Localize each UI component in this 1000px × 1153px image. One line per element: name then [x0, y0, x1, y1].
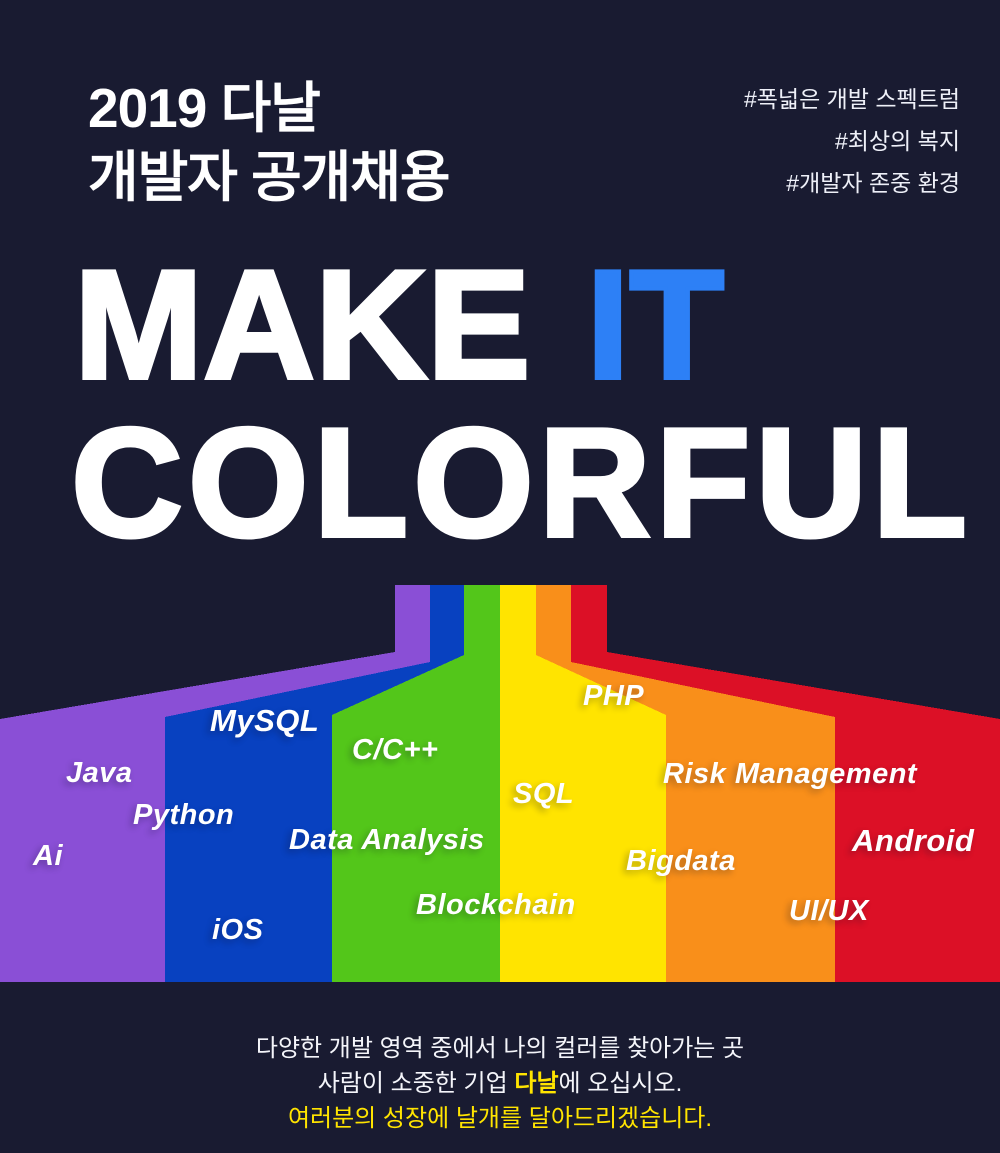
footer-line2: 사람이 소중한 기업 다날에 오십시오.	[0, 1066, 1000, 1101]
band-orange	[536, 585, 835, 982]
hashtag-item: #폭넓은 개발 스펙트럼	[743, 86, 960, 112]
poster-title: 2019 다날 개발자 공개채용	[88, 74, 450, 212]
hashtag-item: #최상의 복지	[835, 128, 960, 154]
band-red	[571, 585, 1000, 982]
poster-title-line1: 2019 다날	[88, 77, 321, 139]
headline-line1: MAKE IT	[72, 245, 726, 404]
brand-name: 다날	[514, 1070, 559, 1097]
footer-message: 다양한 개발 영역 중에서 나의 컬러를 찾아가는 곳 사람이 소중한 기업 다…	[0, 1031, 1000, 1136]
poster-title-line2: 개발자 공개채용	[88, 146, 450, 208]
headline-word-it: IT	[584, 238, 726, 411]
headline-word-make: MAKE	[72, 238, 532, 411]
keyword-blockchain: Blockchain	[416, 889, 576, 921]
footer-line3: 여러분의 성장에 날개를 달아드리겠습니다.	[287, 1105, 713, 1132]
footer-line1: 다양한 개발 영역 중에서 나의 컬러를 찾아가는 곳	[255, 1035, 745, 1062]
keyword-ios: iOS	[212, 914, 264, 946]
footer-line2-prefix: 사람이 소중한 기업	[317, 1070, 515, 1097]
keyword-risk-management: Risk Management	[663, 758, 918, 790]
band-yellow	[500, 585, 666, 982]
keyword-android: Android	[852, 823, 975, 858]
keyword-sql: SQL	[513, 778, 575, 810]
footer-line2-suffix: 에 오십시오.	[558, 1070, 683, 1097]
keyword-data-analysis: Data Analysis	[289, 824, 485, 856]
keyword-python: Python	[133, 799, 235, 831]
rainbow-prism-graphic	[0, 585, 1000, 982]
band-purple	[0, 585, 430, 982]
keyword-ai: Ai	[33, 840, 63, 872]
headline-line2: COLORFUL	[69, 396, 972, 569]
keyword-java: Java	[66, 757, 133, 789]
band-blue	[165, 585, 464, 982]
keyword-php: PHP	[583, 680, 645, 712]
hashtag-item: #개발자 존중 환경	[786, 170, 960, 196]
keyword-ui-ux: UI/UX	[789, 895, 869, 927]
hashtag-list: #폭넓은 개발 스펙트럼 #최상의 복지 #개발자 존중 환경	[744, 78, 960, 204]
band-green	[332, 585, 500, 982]
keyword-c-cpp: C/C++	[352, 734, 439, 766]
keyword-mysql: MySQL	[210, 703, 320, 738]
keyword-bigdata: Bigdata	[626, 845, 736, 877]
